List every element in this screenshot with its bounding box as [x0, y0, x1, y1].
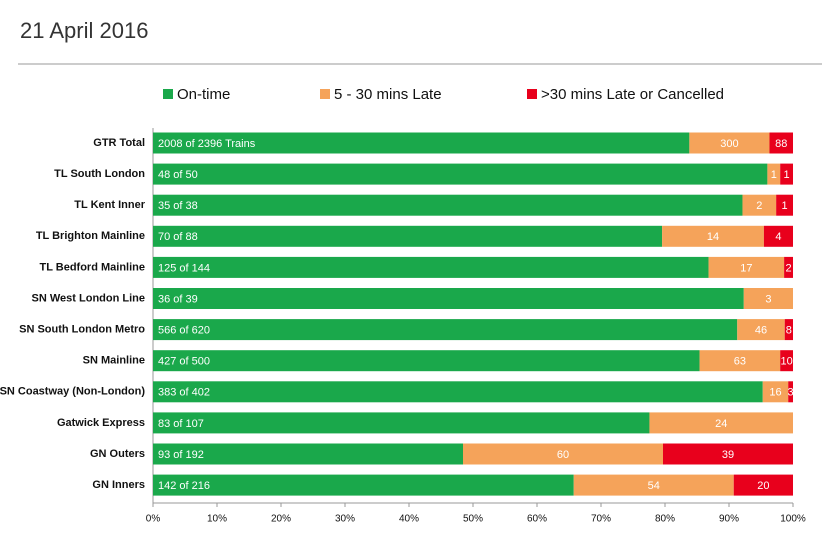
- bar-segment: [780, 163, 793, 185]
- bar-segment: [662, 225, 764, 247]
- data-label: 20: [757, 480, 769, 492]
- x-tick-label: 90%: [719, 514, 739, 525]
- data-label: 3: [765, 293, 771, 305]
- legend-label: 5 - 30 mins Late: [334, 86, 442, 103]
- data-label: 125 of 144: [158, 262, 210, 274]
- data-label: 70 of 88: [158, 231, 198, 243]
- x-tick-label: 50%: [463, 514, 483, 525]
- legend-swatch: [163, 89, 173, 99]
- data-label: 142 of 216: [158, 480, 210, 492]
- bar-segment: [784, 256, 793, 278]
- data-label: 93 of 192: [158, 449, 204, 461]
- data-label: 36 of 39: [158, 293, 198, 305]
- bar-segment: [742, 194, 777, 216]
- bar-segment: [733, 474, 793, 496]
- bar-segment: [153, 132, 690, 154]
- data-label: 48 of 50: [158, 169, 198, 181]
- y-tick-label: GTR Total: [93, 137, 145, 149]
- y-tick-label: SN West London Line: [32, 292, 145, 304]
- y-tick-label: TL Bedford Mainline: [39, 261, 145, 273]
- bar-segment: [153, 319, 738, 341]
- x-tick-label: 80%: [655, 514, 675, 525]
- bar-segment: [153, 474, 574, 496]
- bar-segment: [737, 319, 785, 341]
- data-label: 88: [775, 138, 787, 150]
- bar-segment: [153, 194, 743, 216]
- x-tick-label: 10%: [207, 514, 227, 525]
- legend-swatch: [320, 89, 330, 99]
- bar-segment: [762, 381, 789, 403]
- bar-segment: [573, 474, 734, 496]
- data-label: 63: [734, 356, 746, 368]
- bar-segment: [153, 443, 463, 465]
- y-tick-label: TL Kent Inner: [74, 199, 145, 211]
- data-label: 2: [785, 262, 791, 274]
- page-title: 21 April 2016: [20, 18, 148, 43]
- data-label: 566 of 620: [158, 325, 210, 337]
- y-tick-label: GN Inners: [92, 479, 145, 491]
- bar-segment: [689, 132, 770, 154]
- bar-segment: [153, 288, 744, 309]
- bar-segment: [153, 381, 763, 403]
- data-label: 46: [755, 325, 767, 337]
- bar-segment: [743, 288, 793, 309]
- x-tick-label: 100%: [780, 514, 806, 525]
- y-tick-label: SN Coastway (Non-London): [0, 386, 145, 398]
- bar-segment: [153, 412, 650, 434]
- data-label: 383 of 402: [158, 387, 210, 399]
- data-label: 60: [557, 449, 569, 461]
- data-label: 16: [769, 387, 781, 399]
- bar-segment: [769, 132, 793, 154]
- x-tick-label: 0%: [146, 514, 161, 525]
- x-tick-label: 40%: [399, 514, 419, 525]
- y-tick-label: TL Brighton Mainline: [36, 230, 145, 242]
- x-tick-label: 70%: [591, 514, 611, 525]
- x-tick-label: 30%: [335, 514, 355, 525]
- bar-segment: [776, 194, 793, 216]
- data-label: 1: [784, 169, 790, 181]
- legend-label: >30 mins Late or Cancelled: [541, 86, 724, 103]
- y-tick-label: SN Mainline: [83, 355, 145, 367]
- data-label: 24: [715, 418, 727, 430]
- data-label: 14: [707, 231, 719, 243]
- data-label: 1: [782, 200, 788, 212]
- bar-segment: [767, 163, 781, 185]
- data-label: 35 of 38: [158, 200, 198, 212]
- data-label: 2: [756, 200, 762, 212]
- bar-segment: [663, 443, 793, 465]
- bar-segment: [780, 350, 793, 372]
- legend-swatch: [527, 89, 537, 99]
- bar-segment: [708, 256, 785, 278]
- y-tick-label: GN Outers: [90, 448, 145, 460]
- data-label: 17: [740, 262, 752, 274]
- data-label: 54: [648, 480, 660, 492]
- y-tick-label: TL South London: [54, 168, 145, 180]
- y-tick-label: SN South London Metro: [19, 324, 145, 336]
- bar-segment: [699, 350, 781, 372]
- bar-segment: [763, 225, 793, 247]
- bar-segment: [153, 350, 700, 372]
- data-label: 1: [771, 169, 777, 181]
- bar-segment: [153, 225, 663, 247]
- bar-segment: [153, 256, 709, 278]
- bar-segment: [784, 319, 793, 341]
- legend-label: On-time: [177, 86, 230, 103]
- data-label: 4: [775, 231, 781, 243]
- data-label: 427 of 500: [158, 356, 210, 368]
- bar-segment: [463, 443, 663, 465]
- data-label: 83 of 107: [158, 418, 204, 430]
- bar-segment: [788, 381, 793, 403]
- bar-segment: [649, 412, 793, 434]
- data-label: 2008 of 2396 Trains: [158, 138, 256, 150]
- data-label: 39: [722, 449, 734, 461]
- data-label: 10: [780, 356, 792, 368]
- bar-segment: [153, 163, 768, 185]
- data-label: 3: [788, 387, 794, 399]
- data-label: 300: [720, 138, 738, 150]
- data-label: 8: [786, 325, 792, 337]
- x-tick-label: 20%: [271, 514, 291, 525]
- x-tick-label: 60%: [527, 514, 547, 525]
- y-tick-label: Gatwick Express: [57, 417, 145, 429]
